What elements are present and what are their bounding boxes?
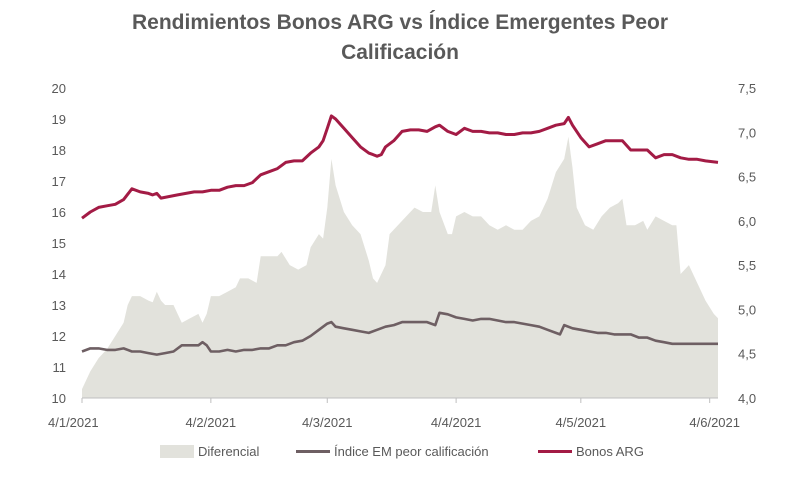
x-tick-label: 4/1/2021 <box>48 415 99 430</box>
legend-label-bonos-arg: Bonos ARG <box>576 444 644 459</box>
legend-item-diferencial: Diferencial <box>160 444 259 459</box>
chart-legend: Diferencial Índice EM peor calificación … <box>0 444 800 468</box>
x-tick-label: 4/3/2021 <box>302 415 353 430</box>
y-left-tick-label: 13 <box>52 298 66 313</box>
y-left-tick-label: 10 <box>52 391 66 406</box>
chart-title-line-1: Rendimientos Bonos ARG vs Índice Emergen… <box>131 11 668 34</box>
y-left-tick-label: 11 <box>53 360 67 375</box>
series-line-bonos-arg <box>81 114 719 220</box>
legend-label-indice-em: Índice EM peor calificación <box>334 444 489 459</box>
y-right-tick-label: 4,0 <box>738 391 756 406</box>
legend-swatch-indice-em <box>296 450 330 453</box>
x-tick-label: 4/6/2021 <box>689 415 740 430</box>
legend-item-indice-em: Índice EM peor calificación <box>296 444 489 459</box>
y-left-tick-label: 15 <box>52 236 66 251</box>
series-area-diferencial <box>82 136 718 398</box>
y-right-tick-label: 6,0 <box>738 214 756 229</box>
legend-label-diferencial: Diferencial <box>198 444 260 459</box>
legend-swatch-bonos-arg <box>538 450 572 453</box>
y-left-tick-label: 14 <box>52 267 66 282</box>
y-right-tick-label: 6,5 <box>738 170 756 185</box>
y-left-tick-label: 19 <box>52 112 66 127</box>
y-right-tick-label: 5,0 <box>738 302 756 317</box>
x-tick-label: 4/5/2021 <box>556 415 607 430</box>
x-tick-label: 4/4/2021 <box>431 415 482 430</box>
legend-item-bonos-arg: Bonos ARG <box>538 444 644 459</box>
y-right-tick-label: 7,5 <box>738 81 756 96</box>
y-right-tick-label: 5,5 <box>738 258 756 273</box>
y-left-tick-label: 20 <box>52 81 66 96</box>
chart-title-line-2: Calificación <box>341 41 459 64</box>
x-tick-label: 4/2/2021 <box>186 415 237 430</box>
y-left-tick-label: 17 <box>52 174 66 189</box>
y-right-tick-label: 7,0 <box>738 125 756 140</box>
y-left-tick-label: 16 <box>52 205 66 220</box>
y-left-tick-label: 12 <box>52 329 66 344</box>
y-right-tick-label: 4,5 <box>738 347 756 362</box>
y-left-tick-label: 18 <box>52 143 66 158</box>
series-line-indice-em-peor-calificacion <box>81 311 718 356</box>
chart-title: Rendimientos Bonos ARG vs Índice Emergen… <box>0 8 800 68</box>
legend-swatch-diferencial <box>160 445 194 458</box>
